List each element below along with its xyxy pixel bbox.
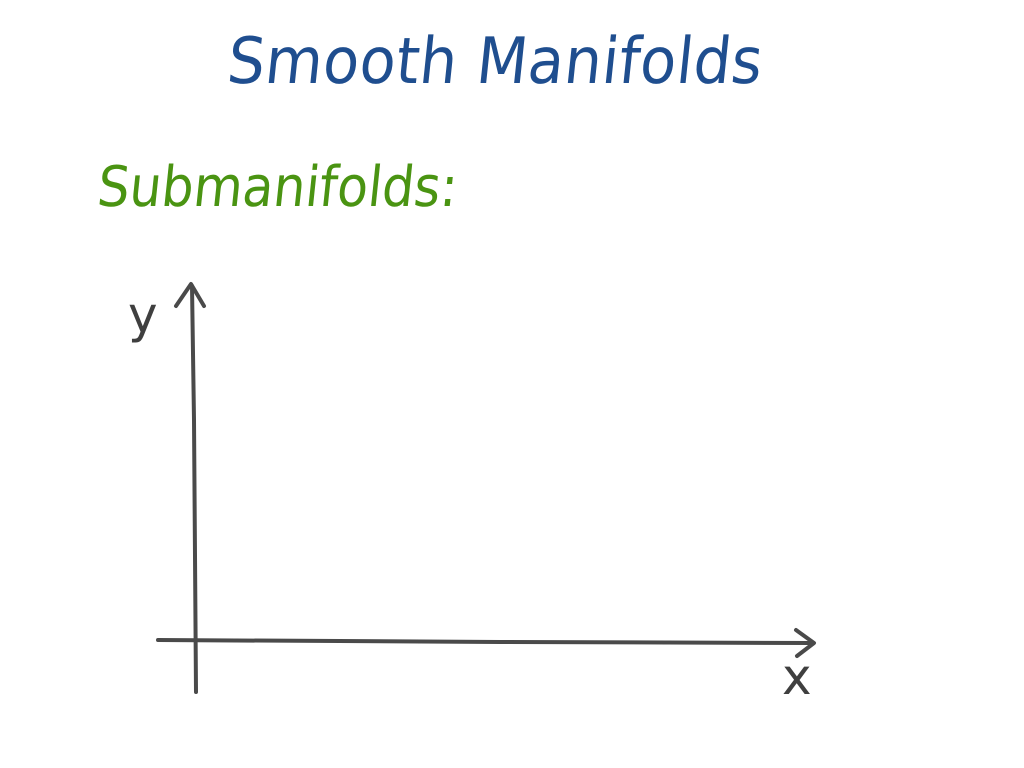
y-axis-label: y: [128, 286, 158, 344]
y-axis-arrowhead: [174, 282, 206, 308]
y-axis-line: [190, 284, 198, 694]
x-axis-arrowhead: [794, 628, 816, 658]
x-axis-line: [156, 638, 814, 645]
x-axis-label: x: [782, 648, 812, 706]
